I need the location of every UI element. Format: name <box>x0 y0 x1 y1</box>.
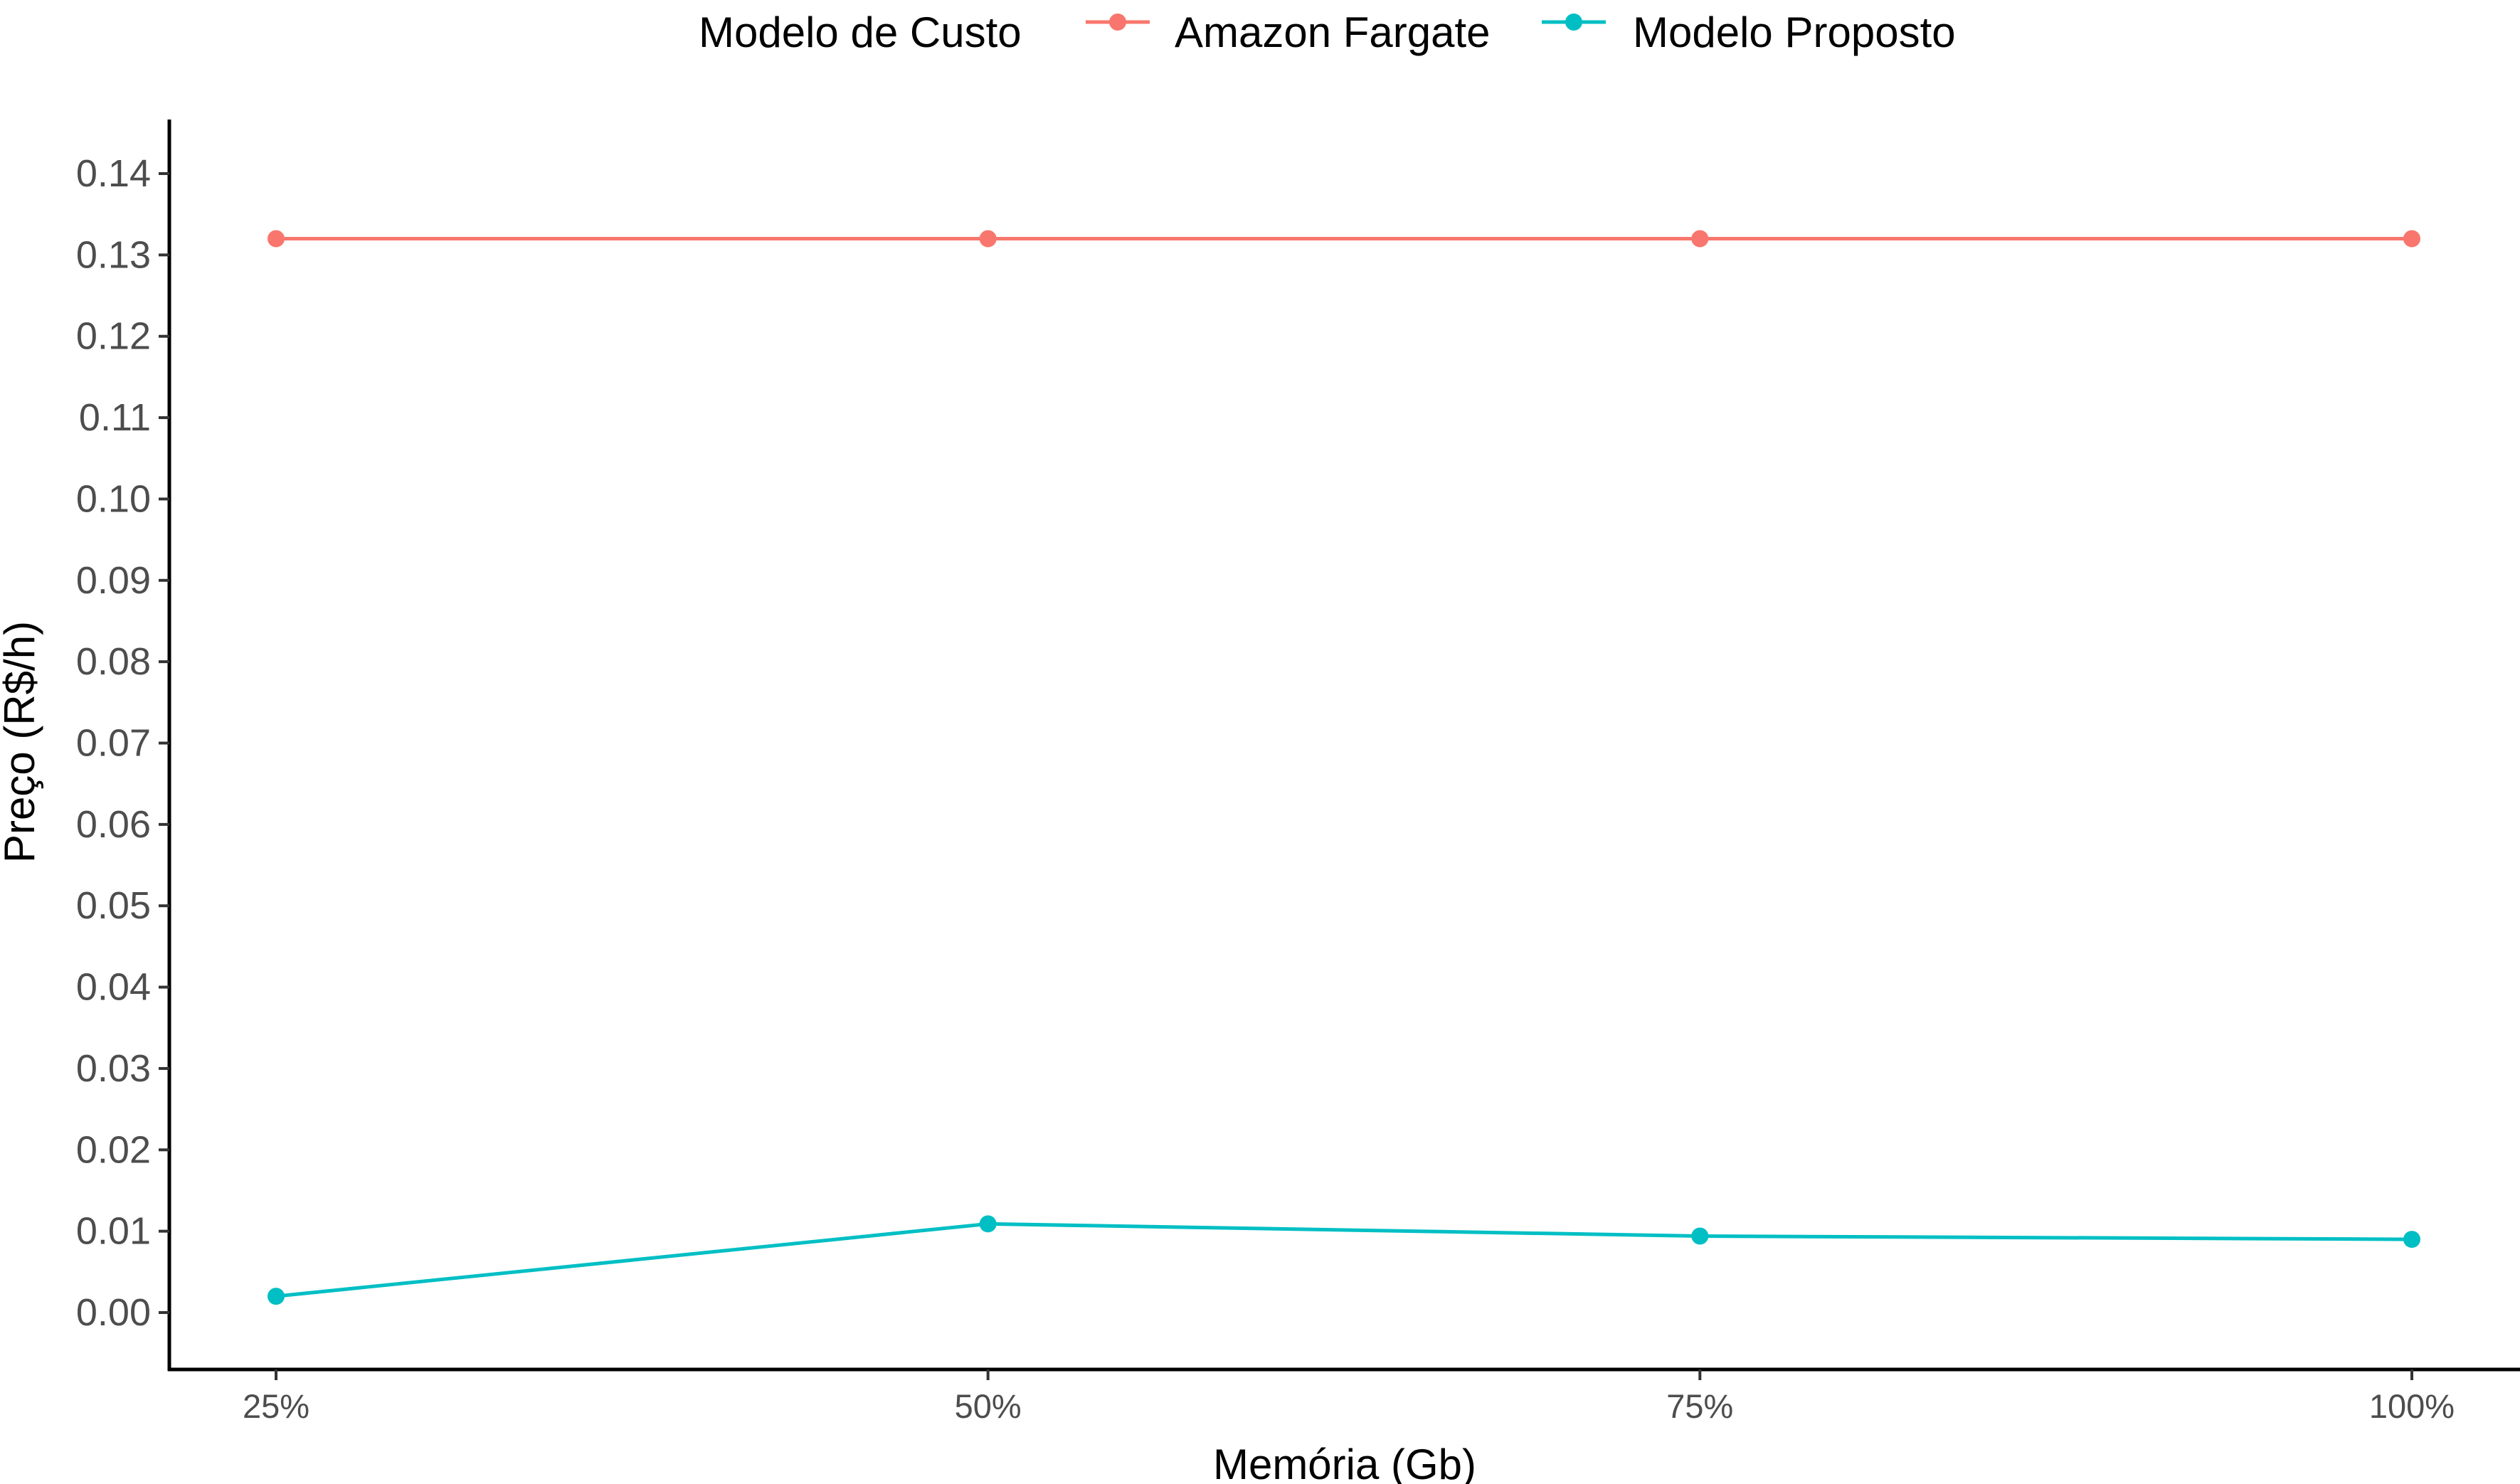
legend-label: Modelo Proposto <box>1633 9 1956 56</box>
y-tick-label: 0.01 <box>76 1210 151 1253</box>
y-tick-label: 0.08 <box>76 640 151 683</box>
data-point-modelo-proposto <box>979 1215 997 1233</box>
legend-item-amazon-fargate: Amazon Fargate <box>1086 9 1491 56</box>
plot-area <box>268 230 2420 1305</box>
legend: Modelo de Custo Amazon Fargate Modelo Pro… <box>699 9 1956 56</box>
legend-title: Modelo de Custo <box>699 9 1022 56</box>
y-axis: 0.00 0.01 0.02 0.03 0.04 0.05 0.06 0.07 0.08 0.09… <box>76 120 171 1371</box>
legend-label: Amazon Fargate <box>1175 9 1491 56</box>
y-axis-title: Preço (R$/h) <box>0 621 43 863</box>
data-point-amazon-fargate <box>979 230 997 248</box>
y-tick-label: 0.06 <box>76 803 151 846</box>
y-tick-label: 0.07 <box>76 722 151 765</box>
y-tick-label: 0.02 <box>76 1128 151 1171</box>
y-tick-label: 0.13 <box>76 233 151 276</box>
y-tick-label: 0.00 <box>76 1291 151 1334</box>
y-tick-label: 0.14 <box>76 152 151 195</box>
series-line-modelo-proposto <box>275 1221 2413 1298</box>
y-tick-label: 0.09 <box>76 559 151 602</box>
data-point-amazon-fargate <box>2403 230 2420 248</box>
x-axis-title: Memória (Gb) <box>1213 1441 1476 1484</box>
legend-item-modelo-proposto: Modelo Proposto <box>1542 9 1956 56</box>
series-amazon-fargate <box>268 230 2420 248</box>
data-point-modelo-proposto <box>1691 1227 1709 1245</box>
x-tick-label: 50% <box>955 1387 1022 1425</box>
x-tick-label: 25% <box>243 1387 309 1425</box>
y-tick-label: 0.04 <box>76 966 151 1009</box>
x-tick-label: 75% <box>1666 1387 1733 1425</box>
y-tick-label: 0.12 <box>76 315 151 358</box>
x-axis: 25% 50% 75% 100% <box>168 1367 2520 1425</box>
x-tick-label: 100% <box>2369 1387 2455 1425</box>
legend-key-point <box>1109 14 1126 31</box>
y-tick-label: 0.11 <box>79 396 151 439</box>
data-point-modelo-proposto <box>268 1288 285 1305</box>
series-modelo-proposto <box>268 1215 2420 1305</box>
legend-key-point <box>1565 14 1582 31</box>
data-point-amazon-fargate <box>1691 230 1709 248</box>
y-tick-label: 0.05 <box>76 884 151 927</box>
y-tick-label: 0.03 <box>76 1047 151 1090</box>
y-tick-label: 0.10 <box>76 477 151 520</box>
data-point-modelo-proposto <box>2403 1231 2420 1249</box>
data-point-amazon-fargate <box>268 230 285 248</box>
